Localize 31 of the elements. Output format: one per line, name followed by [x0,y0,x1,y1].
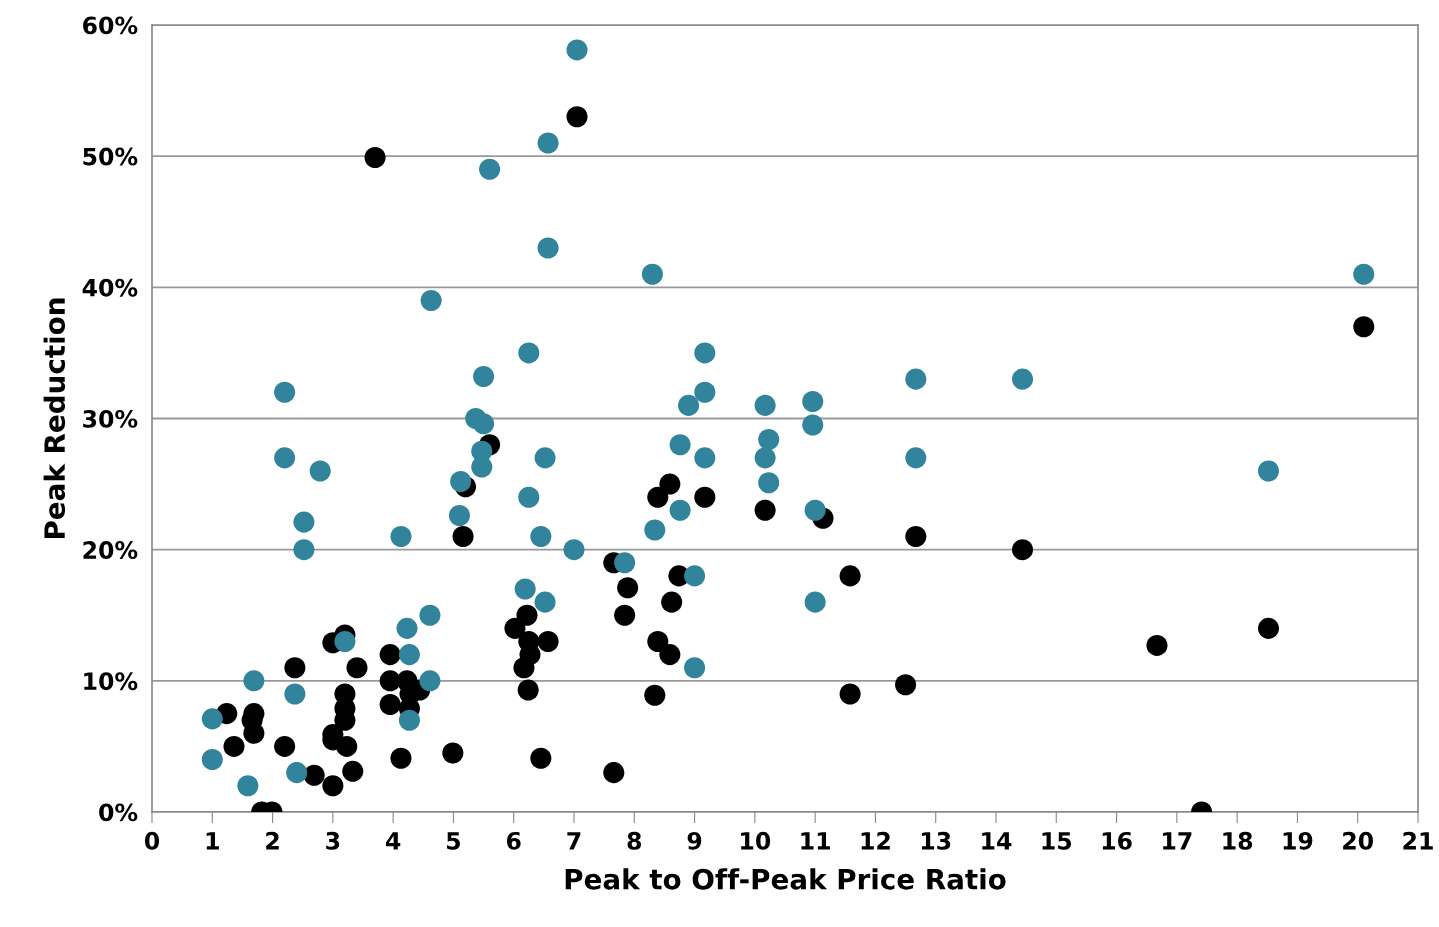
x-tick-label: 2 [266,831,279,850]
y-tick-label: 0% [99,803,138,822]
x-tick-label: 20 [1343,831,1374,850]
x-tick-label: 8 [627,831,642,850]
y-tick-label: 60% [83,16,138,35]
y-tick-label: 30% [83,409,138,428]
x-tick-label: 12 [861,831,890,850]
x-tick-label: 6 [506,831,521,850]
x-tick-label: 1 [206,832,219,850]
x-tick-label: 11 [801,832,830,850]
x-tick-label: 7 [567,832,581,850]
y-tick-label: 50% [83,147,138,166]
x-tick-label: 9 [687,831,702,850]
x-tick-label: 19 [1283,831,1313,850]
x-axis-title: Peak to Off-Peak Price Ratio [565,868,1006,890]
x-tick-label: 16 [1102,831,1132,850]
y-tick-label: 40% [82,278,138,297]
x-tick-label: 3 [326,831,340,850]
x-tick-label: 21 [1403,831,1433,850]
x-tick-label: 17 [1163,832,1192,850]
x-tick-label: 5 [447,832,460,850]
x-tick-label: 0 [144,831,160,850]
x-tick-label: 15 [1042,832,1072,850]
x-tick-label: 14 [982,832,1012,850]
y-tick-label: 20% [83,541,138,559]
x-tick-label: 18 [1223,831,1253,850]
x-tick-label: 13 [921,831,951,850]
y-axis-title: Peak Reduction [43,298,66,538]
y-tick-label: 10% [84,672,138,691]
x-tick-label: 4 [385,832,401,850]
x-tick-label: 10 [741,831,771,850]
